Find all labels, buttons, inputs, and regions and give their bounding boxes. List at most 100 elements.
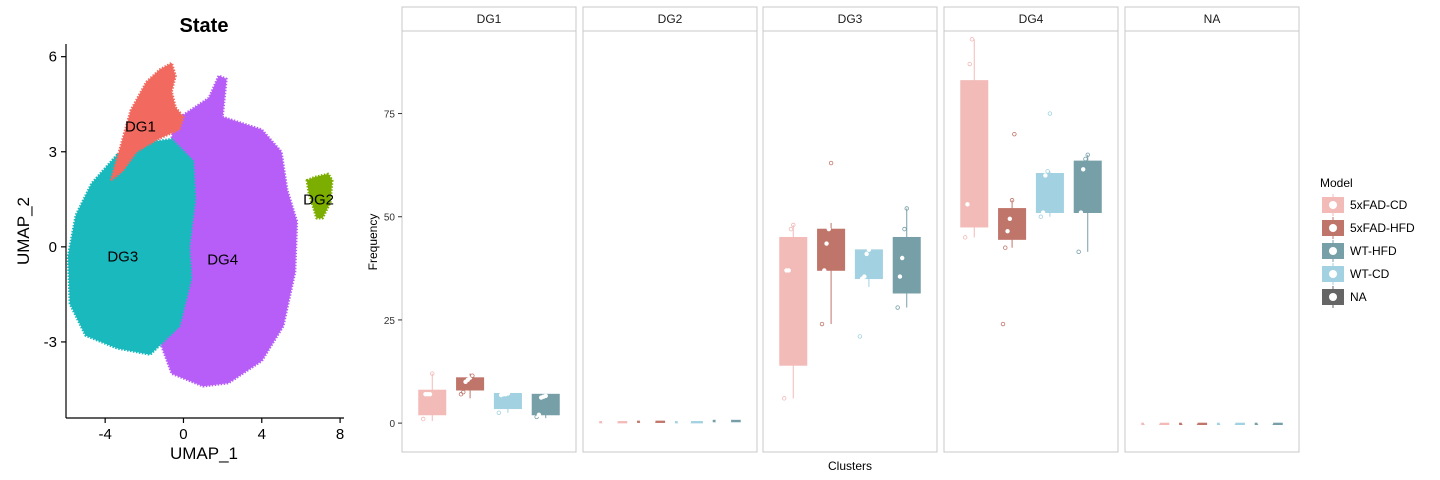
- box-body: [854, 249, 883, 280]
- box-point: [864, 251, 869, 257]
- box-point: [1155, 420, 1160, 426]
- umap-cluster-labels: DG4 DG3 DG1 DG2: [107, 118, 334, 268]
- facet-panel-border: [582, 30, 758, 453]
- umap-title: State: [180, 15, 229, 37]
- box-dg4-wt-hfd: [1073, 152, 1102, 255]
- legend-item-5xfad-cd: 5xFAD-CD: [1322, 194, 1408, 216]
- box-dg1-wt-cd: [493, 391, 522, 415]
- box-point: [895, 305, 900, 310]
- frequency-y-tick-label: 0: [389, 419, 395, 430]
- umap-x-ticks: -4 0 4 8: [98, 418, 344, 443]
- frequency-boxplot: DG1 DG2 DG3 DG4 NA 0 25 50 75 Clusters Frequenc…: [366, 6, 1300, 473]
- box-point: [1000, 321, 1006, 327]
- box-dg2-5xfad-hfd: [637, 419, 666, 424]
- box-point: [1268, 420, 1274, 426]
- legend-label: NA: [1350, 290, 1367, 304]
- frequency-y-ticks: 0 25 50 75: [384, 110, 402, 430]
- box-body: [779, 236, 808, 366]
- facet-panels: DG1 DG2 DG3 DG4 NA: [401, 6, 1300, 453]
- legend-label: 5xFAD-HFD: [1350, 221, 1415, 235]
- box-point: [1076, 249, 1081, 255]
- umap-label-dg1: DG1: [125, 118, 156, 135]
- umap-x-label: UMAP_1: [170, 444, 238, 463]
- box-dg2-wt-hfd: [712, 418, 741, 424]
- box-point: [962, 235, 968, 240]
- legend-key-point: [1329, 270, 1337, 278]
- facet-strip-label: NA: [1204, 12, 1221, 26]
- box-point: [897, 274, 903, 279]
- box-na-5xfad-hfd: [1179, 420, 1208, 426]
- legend-label: WT-HFD: [1350, 244, 1397, 258]
- legend-label: 5xFAD-CD: [1350, 198, 1408, 212]
- umap-label-dg3: DG3: [107, 248, 138, 265]
- box-point: [824, 241, 829, 246]
- legend-key-point: [1329, 201, 1337, 209]
- box-point: [900, 255, 905, 261]
- facet-na: NA: [1124, 6, 1300, 453]
- box-point: [1003, 245, 1008, 250]
- box-point: [828, 160, 834, 166]
- box-na-wt-cd: [1216, 420, 1245, 426]
- box-point: [965, 202, 970, 207]
- box-point: [1040, 210, 1046, 215]
- facet-panel-border: [943, 30, 1119, 453]
- box-point: [822, 268, 827, 273]
- box-point: [505, 391, 511, 396]
- box-dg4-5xfad-hfd: [998, 131, 1027, 327]
- legend-item-wt-hfd: WT-HFD: [1322, 240, 1397, 262]
- box-body: [1073, 160, 1102, 214]
- box-point: [496, 410, 502, 415]
- frequency-y-tick-label: 25: [384, 316, 396, 327]
- box-dg1-5xfad-hfd: [456, 373, 485, 399]
- legend-item-na: NA: [1322, 286, 1367, 308]
- box-dg4-wt-cd: [1035, 111, 1064, 219]
- legend-title: Model: [1320, 176, 1353, 190]
- box-point: [1045, 169, 1050, 174]
- box-point: [1005, 228, 1010, 234]
- box-dg3-5xfad-hfd: [817, 160, 846, 327]
- facet-strip-label: DG4: [1019, 12, 1044, 26]
- box-point: [1043, 173, 1048, 178]
- frequency-y-tick-label: 50: [384, 213, 396, 224]
- facet-panel-border: [1124, 30, 1300, 453]
- box-dg4-5xfad-cd: [960, 37, 989, 240]
- box-na-5xfad-cd: [1141, 420, 1170, 426]
- box-dg1-wt-hfd: [531, 393, 560, 420]
- umap-label-dg4: DG4: [207, 252, 238, 269]
- facet-dg3: DG3: [762, 6, 938, 453]
- box-point: [1012, 131, 1017, 137]
- box-point: [470, 373, 475, 378]
- box-point: [467, 375, 473, 380]
- facet-dg1: DG1: [401, 6, 577, 453]
- umap-plot: State DG4 DG3 DG1 DG2 -4 0 4 8 -3 0 3 6 UMAP_1 UM…: [14, 15, 344, 463]
- box-point: [686, 419, 692, 425]
- box-point: [430, 371, 435, 376]
- umap-y-ticks: -3 0 3 6: [44, 49, 66, 351]
- box-point: [1080, 167, 1086, 172]
- box-point: [1007, 216, 1013, 221]
- legend-key-point: [1329, 247, 1337, 255]
- legend-key-point: [1329, 293, 1337, 301]
- umap-x-tick-label: 0: [179, 426, 187, 443]
- umap-clusters: [66, 61, 334, 388]
- box-point: [904, 206, 909, 211]
- legend-entries: 5xFAD-CD 5xFAD-HFD WT-HFD WT-CD NA: [1322, 194, 1415, 308]
- box-point: [862, 274, 867, 279]
- box-dg1-5xfad-cd: [418, 371, 447, 422]
- umap-cluster-dg4: [158, 74, 299, 388]
- legend-item-5xfad-hfd: 5xFAD-HFD: [1322, 217, 1415, 239]
- box-na-wt-hfd: [1254, 420, 1283, 426]
- facet-strip-label: DG1: [477, 12, 502, 26]
- box-point: [536, 412, 542, 418]
- box-point: [1078, 210, 1084, 215]
- box-point: [1009, 198, 1015, 203]
- frequency-y-tick-label: 75: [384, 110, 396, 121]
- box-dg2-wt-cd: [674, 419, 703, 425]
- umap-y-label: UMAP_2: [14, 197, 33, 265]
- box-point: [651, 419, 656, 424]
- box-point: [427, 392, 433, 397]
- box-dg3-5xfad-cd: [779, 222, 808, 401]
- legend-item-wt-cd: WT-CD: [1322, 263, 1390, 285]
- box-point: [902, 226, 907, 232]
